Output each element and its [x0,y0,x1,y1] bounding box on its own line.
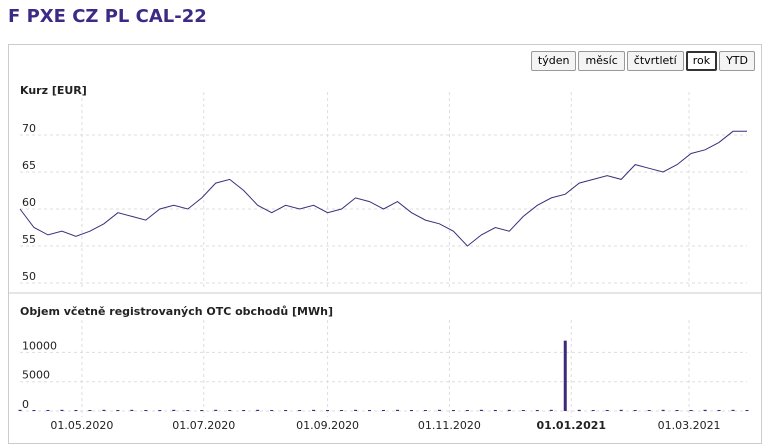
volume-bar [521,410,525,411]
y-tick-label: 70 [22,122,36,135]
volume-bar [214,409,218,411]
volume-bar [158,410,162,411]
volume-bar [675,410,679,411]
x-tick-label: 01.01.2021 [536,419,606,432]
volume-bar [102,409,106,411]
range-buttons: týden měsíc čtvrtletí rok YTD [530,51,755,71]
volume-bar [60,409,64,411]
volume-bar [563,340,567,411]
y-tick-label: 0 [22,398,29,411]
volume-bar [298,410,302,411]
volume-bar [409,410,413,411]
volume-bar [591,410,595,411]
volume-bar [228,410,232,411]
volume-bar [633,410,637,411]
y-tick-label: 55 [22,233,36,246]
volume-bar [507,409,511,411]
volume-bar [270,410,274,411]
volume-bar [479,409,483,411]
range-button[interactable]: rok [685,51,718,71]
volume-bar [619,409,623,411]
volume-bar [116,410,120,411]
volume-bar [382,410,385,411]
chart-title: Kurz [EUR] [20,84,87,97]
y-tick-label: 10000 [22,339,57,352]
volume-bar [717,410,721,411]
volume-bar [423,410,427,411]
volume-bar [88,410,92,411]
volume-bar [74,410,78,411]
volume-bar [242,410,246,411]
volume-bar [186,410,190,411]
volume-bar [535,410,539,411]
volume-bar [493,410,497,411]
x-tick-label: 01.03.2021 [658,419,721,432]
volume-bar [340,410,344,411]
y-tick-label: 65 [22,159,36,172]
volume-bar [549,409,553,411]
price-line [19,130,747,247]
volume-bar [731,409,735,411]
volume-bar [647,410,651,411]
volume-bar [326,410,330,411]
y-tick-label: 60 [22,196,36,209]
volume-bar [577,409,581,411]
range-button[interactable]: měsíc [578,51,625,71]
volume-bar [395,409,399,411]
chart-title: Objem včetně registrovaných OTC obchodů … [20,305,333,318]
volume-bar [605,410,609,411]
volume-bar [368,410,372,411]
volume-bar [200,410,204,411]
range-button[interactable]: čtvrtletí [626,51,684,71]
x-tick-label: 01.11.2020 [418,419,481,432]
volume-bar [745,410,749,411]
volume-bar [144,410,148,411]
volume-bar [18,409,22,411]
y-tick-label: 5000 [22,369,50,382]
volume-bar [46,410,50,411]
volume-bar [689,410,693,411]
volume-bar [703,409,707,411]
x-tick-label: 01.09.2020 [296,419,359,432]
volume-bar [172,409,176,411]
volume-bar [130,409,134,411]
volume-bar [451,410,455,411]
x-tick-label: 01.07.2020 [172,419,235,432]
page-title: F PXE CZ PL CAL-22 [8,6,207,27]
volume-bar [256,409,260,411]
y-tick-label: 50 [22,270,36,283]
volume-bar [354,409,358,411]
volume-bar [437,409,441,411]
volume-bar [465,410,469,411]
range-button[interactable]: týden [530,51,577,71]
volume-bar [661,409,665,411]
volume-bar [32,410,36,411]
range-button[interactable]: YTD [719,51,755,71]
volume-bar [284,410,288,411]
x-tick-label: 01.05.2020 [50,419,113,432]
volume-bar [312,409,316,411]
